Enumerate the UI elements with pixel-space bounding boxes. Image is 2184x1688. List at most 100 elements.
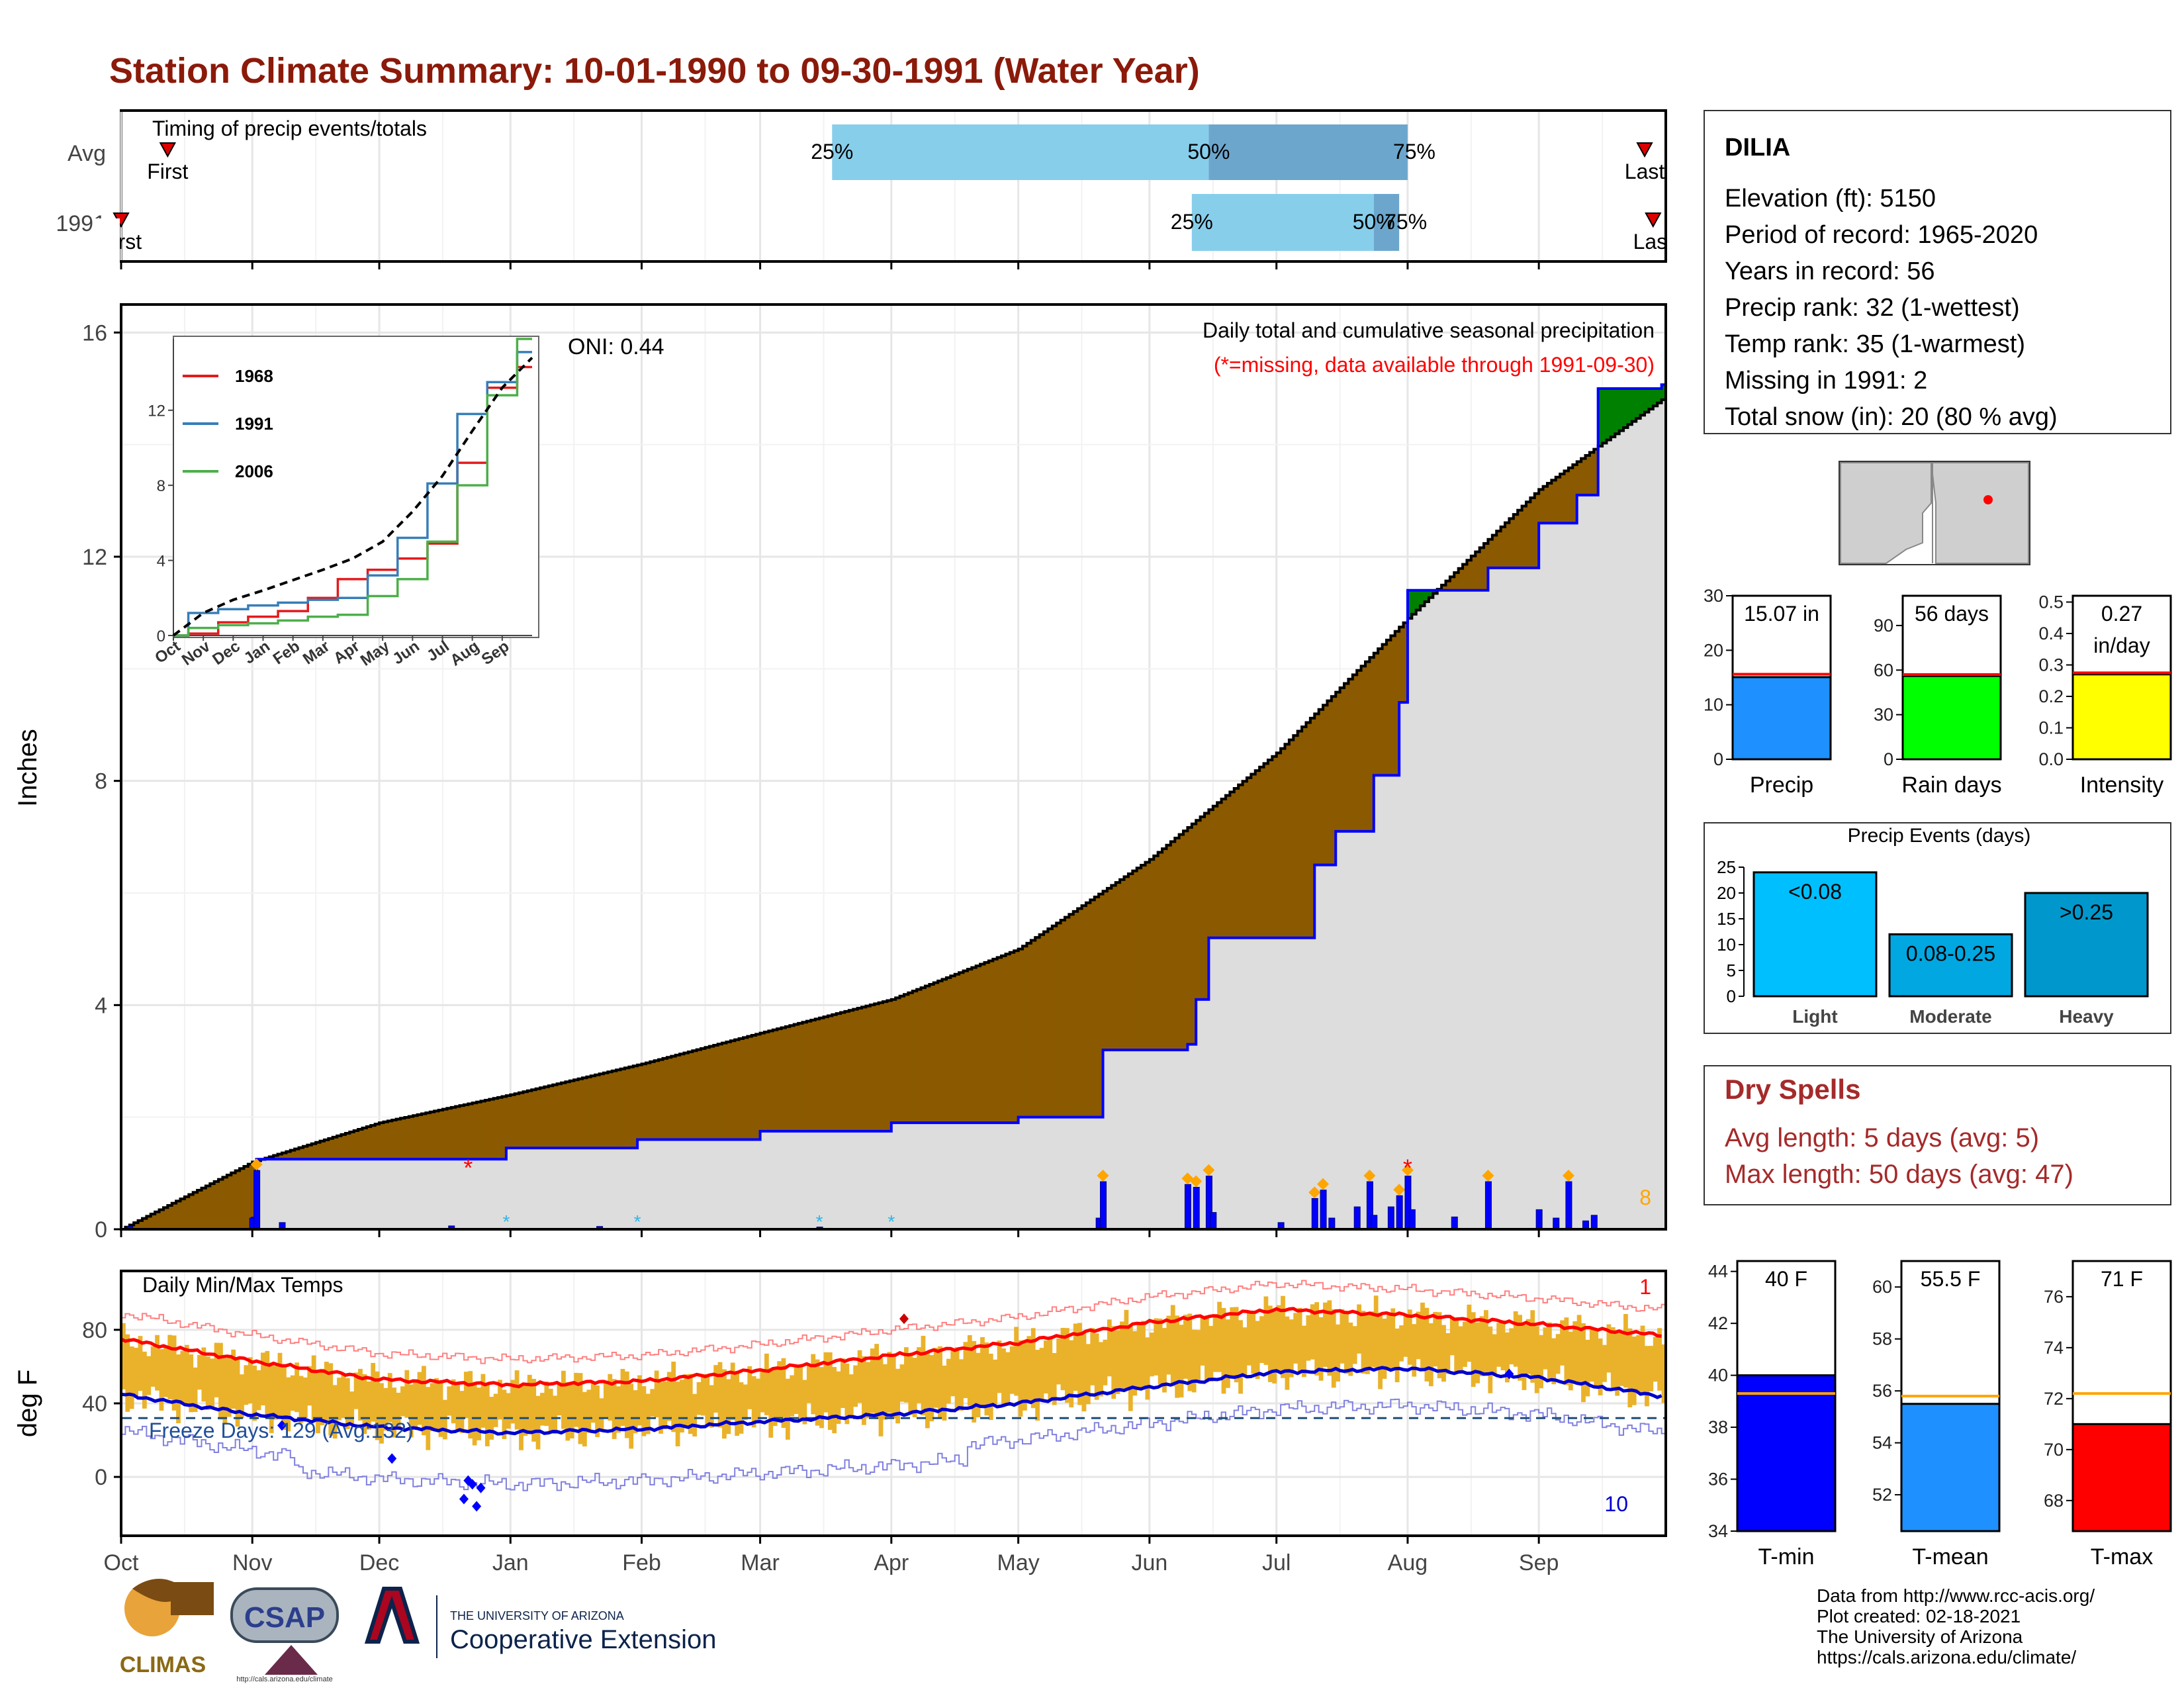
deficit-slice [1035,937,1040,1117]
daily-temp-bar [972,1340,977,1423]
daily-temp-bar [1064,1328,1069,1403]
deficit-slice [531,1090,537,1149]
timing-avg-first-label: First [147,160,188,183]
heavy-event-marker-icon [1308,1186,1321,1199]
deficit-slice [1513,514,1518,568]
deficit-slice [705,1047,710,1140]
daily-temp-bar [1530,1310,1535,1383]
daily-temp-bar [193,1367,198,1412]
deficit-slice [1378,649,1383,776]
daily-temp-bar [155,1335,159,1391]
daily-precip-bar [1387,1206,1394,1230]
oni-label: ONI: 0.44 [568,334,664,359]
precip-tick-label: 16 [82,320,107,346]
daily-temp-bar [371,1362,376,1422]
daily-temp-bar [624,1371,629,1438]
credit-line-3: The University of Arizona [1817,1626,2023,1647]
deficit-slice [862,1007,867,1131]
daily-temp-bar [1310,1304,1315,1360]
deficit-slice [1568,467,1573,524]
deficit-slice [654,1060,659,1140]
deficit-slice [883,1002,888,1131]
events-bar-label: 0.08-0.25 [1906,941,1995,965]
daily-temp-bar [1412,1324,1417,1377]
deficit-slice [1306,722,1311,938]
daily-precip-bar [1193,1187,1200,1230]
deficit-slice [1340,688,1345,831]
deficit-slice [1183,831,1189,1051]
daily-temp-bar [806,1364,811,1403]
precip-count-label: 8 [1639,1186,1651,1209]
intensity-chart-category-label: Intensity [2080,773,2164,798]
deficit-slice [1077,908,1083,1117]
daily-temp-bar [1145,1337,1150,1400]
daily-temp-bar [988,1353,993,1421]
deficit-slice [366,1127,371,1160]
deficit-slice [1090,900,1095,1117]
deficit-slice [620,1068,625,1149]
daily-temp-bar [735,1371,739,1436]
daily-temp-bar [1369,1311,1375,1367]
daily-temp-bar [240,1374,244,1419]
deficit-slice [1179,834,1184,1051]
deficit-slice [599,1074,604,1149]
deficit-slice [535,1088,541,1149]
deficit-slice [1496,531,1502,568]
deficit-slice [1212,806,1218,938]
deficit-slice [205,1186,210,1229]
daily-temp-bar [574,1372,579,1427]
deficit-slice [1522,506,1527,568]
deficit-slice [917,989,922,1123]
intensity-chart-tick-label: 0.1 [2038,718,2064,738]
deficit-slice [815,1019,820,1131]
deficit-slice [1543,486,1548,524]
deficit-slice [713,1045,719,1140]
daily-temp-bar [252,1365,257,1421]
deficit-slice [1060,919,1066,1117]
daily-temp-bar [747,1366,752,1409]
events-bar-label: >0.25 [2060,900,2113,924]
daily-temp-bar [1348,1322,1353,1376]
deficit-slice [1217,802,1222,938]
daily-temp-bar [844,1363,850,1425]
daily-temp-bar [1018,1340,1023,1417]
tmax-chart-tick-label: 76 [2044,1287,2064,1307]
deficit-slice [1530,497,1535,568]
daily-temp-bar [933,1348,938,1408]
deficit-slice [400,1118,406,1160]
daily-temp-bar [1318,1317,1324,1381]
daily-temp-bar [811,1354,816,1415]
timing-avg-last-marker-icon [1636,142,1653,158]
deficit-slice [1314,714,1320,865]
deficit-slice [307,1145,312,1160]
daily-temp-bar [231,1349,236,1409]
daily-temp-bar [298,1376,304,1423]
daily-temp-bar [1327,1300,1332,1376]
daily-temp-bar [269,1362,274,1433]
deficit-slice [1365,661,1370,831]
tmean-chart-category-label: T-mean [1912,1544,1988,1570]
snow-marker-icon: * [816,1211,823,1232]
daily-temp-bar [1005,1352,1011,1406]
rain-days-chart-value-bar [1901,675,2002,761]
daily-temp-bar [1525,1319,1531,1374]
deficit-slice [781,1027,786,1131]
deficit-slice [743,1037,748,1140]
month-label: Sep [1519,1550,1559,1575]
deficit-slice [451,1107,456,1160]
daily-temp-bar [976,1352,981,1418]
deficit-slice [553,1084,558,1149]
daily-temp-bar [569,1383,574,1438]
daily-precip-bar [1451,1216,1458,1230]
daily-temp-bar [599,1398,604,1431]
daily-temp-bar [408,1384,414,1438]
daily-temp-bar [1594,1329,1599,1387]
deficit-slice [244,1166,249,1229]
precip-tick-label: 4 [95,993,107,1018]
deficit-slice [248,1164,253,1229]
daily-temp-bar [1649,1346,1654,1392]
daily-temp-bar [1225,1319,1230,1388]
deficit-slice [561,1082,567,1149]
events-tick-label: 0 [1727,986,1736,1006]
daily-temp-bar [1306,1315,1311,1361]
